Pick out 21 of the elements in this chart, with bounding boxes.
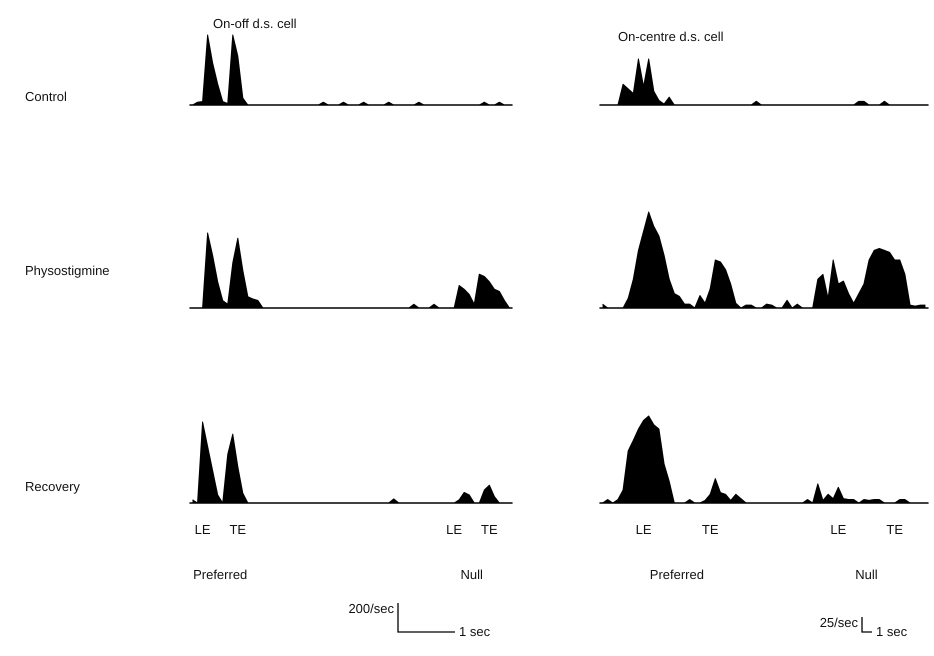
x-tick-label: TE bbox=[481, 522, 498, 537]
y-axis-title: Physostigmine bbox=[25, 263, 110, 278]
y-axis-title: Control bbox=[25, 89, 68, 104]
y-axis-title: Recovery bbox=[25, 479, 80, 494]
text: 1 sec bbox=[876, 624, 908, 639]
chart-title: On-centre d.s. cell bbox=[618, 29, 724, 44]
chart-title: On-off d.s. cell bbox=[213, 16, 297, 31]
x-tick-label: TE bbox=[229, 522, 246, 537]
text: Null bbox=[460, 567, 483, 582]
text: Preferred bbox=[650, 567, 704, 582]
x-tick-label: TE bbox=[702, 522, 719, 537]
text: 25/sec bbox=[820, 615, 858, 630]
text: 1 sec bbox=[459, 624, 490, 639]
text: Preferred bbox=[193, 567, 248, 582]
x-tick-label: TE bbox=[886, 522, 904, 537]
x-tick-label: LE bbox=[446, 522, 462, 537]
x-tick-label: LE bbox=[194, 522, 211, 537]
text: 200/sec bbox=[348, 601, 394, 616]
x-tick-label: LE bbox=[636, 522, 652, 537]
text: Null bbox=[855, 567, 878, 582]
x-tick-label: LE bbox=[830, 522, 847, 537]
